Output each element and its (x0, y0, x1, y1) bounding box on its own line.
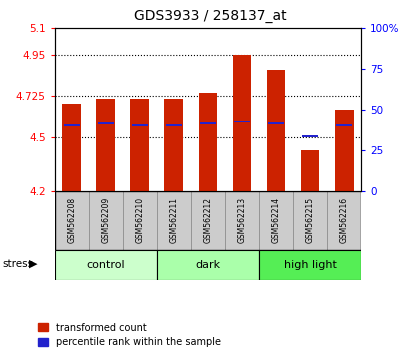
Bar (267, 70, 286, 191)
Text: GSM562210: GSM562210 (135, 197, 144, 244)
Bar (130, 99, 149, 191)
Bar (55, 250, 157, 280)
Bar (327, 191, 361, 250)
Bar (200, 122, 216, 124)
Text: stress: stress (2, 259, 33, 269)
Text: GSM562212: GSM562212 (203, 198, 213, 243)
Text: GSM562209: GSM562209 (101, 197, 110, 244)
Bar (225, 191, 259, 250)
Bar (62, 104, 81, 191)
Text: GSM562213: GSM562213 (237, 197, 247, 244)
Bar (234, 121, 250, 122)
Bar (335, 110, 354, 191)
Text: GDS3933 / 258137_at: GDS3933 / 258137_at (134, 9, 286, 23)
Text: control: control (87, 259, 125, 270)
Bar (157, 250, 259, 280)
Bar (132, 124, 148, 126)
Bar (165, 99, 183, 191)
Legend: transformed count, percentile rank within the sample: transformed count, percentile rank withi… (39, 322, 221, 347)
Bar (301, 149, 320, 191)
Text: high light: high light (284, 259, 336, 270)
Bar (89, 191, 123, 250)
Bar (64, 124, 80, 126)
Bar (199, 93, 217, 191)
Bar (96, 99, 115, 191)
Text: ▶: ▶ (29, 259, 37, 269)
Bar (233, 56, 251, 191)
Bar (336, 124, 352, 126)
Bar (166, 124, 182, 126)
Bar (123, 191, 157, 250)
Text: dark: dark (195, 259, 220, 270)
Text: GSM562211: GSM562211 (169, 198, 178, 243)
Bar (157, 191, 191, 250)
Bar (98, 122, 114, 124)
Text: GSM562215: GSM562215 (306, 197, 315, 244)
Bar (259, 191, 293, 250)
Bar (191, 191, 225, 250)
Bar (302, 135, 318, 137)
Bar (259, 250, 361, 280)
Bar (55, 191, 89, 250)
Bar (268, 122, 284, 124)
Bar (293, 191, 327, 250)
Text: GSM562208: GSM562208 (67, 197, 76, 244)
Text: GSM562216: GSM562216 (340, 197, 349, 244)
Text: GSM562214: GSM562214 (272, 197, 281, 244)
